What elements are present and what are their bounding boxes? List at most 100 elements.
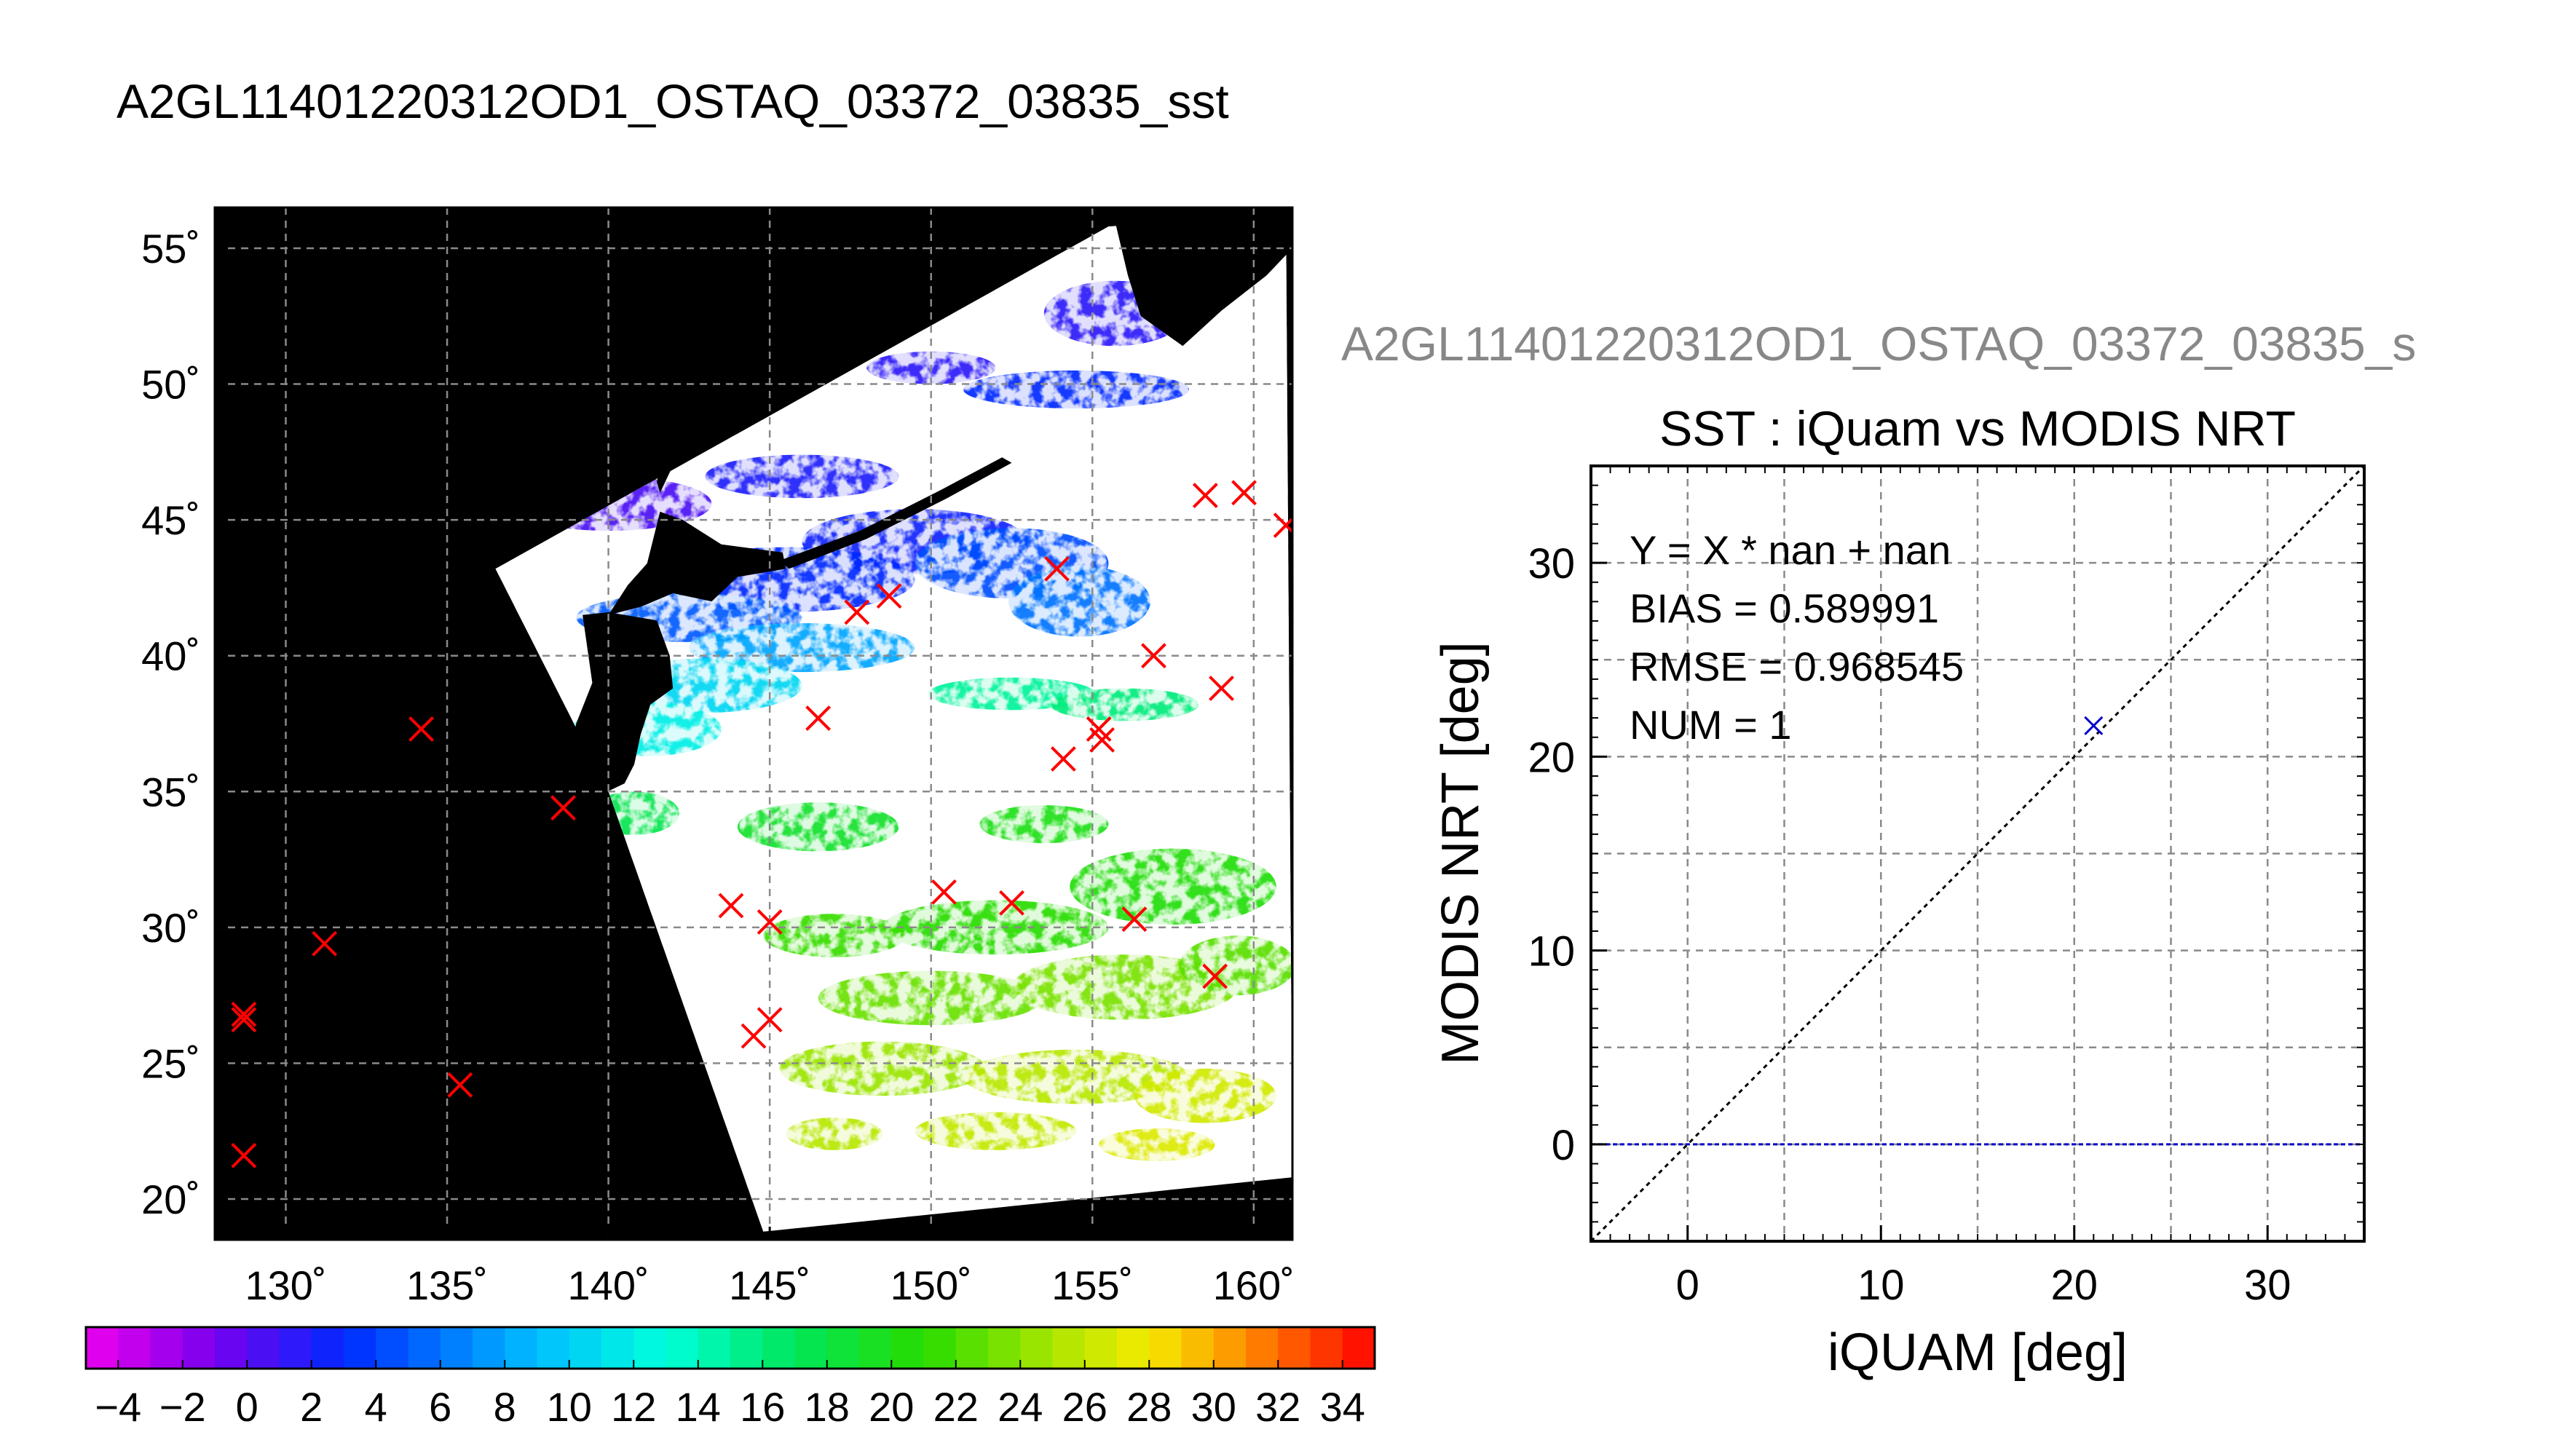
colorbar-cell bbox=[955, 1327, 989, 1369]
buoy-marker bbox=[876, 583, 902, 609]
colorbar-tick-label: 30 bbox=[1191, 1384, 1236, 1430]
stats-num: NUM = 1 bbox=[1630, 702, 1792, 748]
colorbar-tick-label: 6 bbox=[429, 1384, 451, 1430]
map-x-tick-label: 140˚ bbox=[568, 1262, 649, 1308]
scatter-plot: 0 10 20 30 0 10 20 30 Y = X * nan + nan BIAS =… bbox=[1431, 464, 2366, 1382]
buoy-marker bbox=[231, 1007, 257, 1033]
map-y-tick-label: 20˚ bbox=[141, 1176, 200, 1222]
colorbar-cell bbox=[537, 1327, 570, 1369]
colorbar-cell bbox=[1149, 1327, 1182, 1369]
map-y-tick-label: 50˚ bbox=[141, 362, 200, 408]
scatter-y-tick-label: 0 bbox=[1552, 1122, 1575, 1169]
map-x-ticks: 130˚ 135˚ 140˚ 145˚ 150˚ 155˚ 160˚ bbox=[245, 1227, 1295, 1308]
colorbar-cell bbox=[794, 1327, 828, 1369]
colorbar-cell bbox=[150, 1327, 183, 1369]
colorbar-cell bbox=[376, 1327, 409, 1369]
colorbar-cell bbox=[118, 1327, 151, 1369]
colorbar-tick-label: 34 bbox=[1320, 1384, 1365, 1430]
colorbar-cell bbox=[1181, 1327, 1215, 1369]
map-x-tick-label: 155˚ bbox=[1051, 1262, 1133, 1308]
buoy-marker bbox=[1202, 963, 1228, 989]
colorbar-tick-label: 8 bbox=[494, 1384, 516, 1430]
stats-box: Y = X * nan + nan BIAS = 0.589991 RMSE =… bbox=[1630, 527, 1964, 748]
colorbar-cell bbox=[1246, 1327, 1279, 1369]
buoy-marker bbox=[844, 599, 870, 625]
colorbar-cell bbox=[408, 1327, 441, 1369]
colorbar-cell bbox=[1084, 1327, 1118, 1369]
map-y-tick-label: 40˚ bbox=[141, 633, 200, 679]
land-area bbox=[657, 264, 712, 493]
colorbar-cell bbox=[891, 1327, 925, 1369]
scatter-y-tick-label: 10 bbox=[1528, 928, 1575, 976]
colorbar-cell bbox=[988, 1327, 1022, 1369]
colorbar-cell bbox=[826, 1327, 860, 1369]
buoy-marker bbox=[757, 1007, 783, 1033]
colorbar-cell bbox=[247, 1327, 280, 1369]
scatter-x-label: iQUAM [deg] bbox=[1828, 1324, 2128, 1382]
land-area bbox=[608, 511, 786, 615]
buoy-marker bbox=[1050, 746, 1076, 772]
colorbar-cell bbox=[505, 1327, 538, 1369]
land-mask bbox=[215, 207, 1292, 800]
buoy-marker bbox=[931, 879, 957, 905]
colorbar-tick-label: 0 bbox=[236, 1384, 258, 1430]
colorbar-tick-label: 18 bbox=[805, 1384, 850, 1430]
colorbar-tick-label: 14 bbox=[676, 1384, 721, 1430]
land-area bbox=[779, 457, 1012, 569]
colorbar-cell bbox=[311, 1327, 344, 1369]
scatter-x-tick-label: 10 bbox=[1857, 1262, 1905, 1309]
scatter-y-label: MODIS NRT [deg] bbox=[1431, 641, 1490, 1065]
buoy-marker bbox=[408, 716, 435, 742]
colorbar-tick-label: 32 bbox=[1255, 1384, 1300, 1430]
buoy-marker bbox=[1209, 676, 1234, 701]
colorbar-cell bbox=[698, 1327, 731, 1369]
scatter-title: SST : iQuam vs MODIS NRT bbox=[1659, 401, 2296, 456]
map-y-tick-label: 30˚ bbox=[141, 905, 200, 951]
buoy-markers bbox=[231, 480, 1292, 1168]
colorbar-cell bbox=[440, 1327, 473, 1369]
scatter-y-tick-label: 20 bbox=[1528, 734, 1575, 781]
colorbar-tick-label: 4 bbox=[365, 1384, 387, 1430]
colorbar-cells bbox=[86, 1327, 1375, 1369]
colorbar-tick-label: 22 bbox=[933, 1384, 979, 1430]
colorbar-cell bbox=[569, 1327, 602, 1369]
scatter-x-ticks: 0 10 20 30 bbox=[1676, 1225, 2291, 1309]
colorbar-cell bbox=[279, 1327, 312, 1369]
map-y-tick-label: 35˚ bbox=[141, 769, 200, 815]
colorbar: −4 −2 0 2 4 6 8 10 12 14 16 18 20 22 24 26 28 30 32 34 bbox=[84, 1326, 1376, 1430]
scatter-gridlines bbox=[1591, 466, 2364, 1241]
colorbar-cell bbox=[1310, 1327, 1343, 1369]
colorbar-tick-label: 24 bbox=[998, 1384, 1043, 1430]
scatter-y-tick-label: 30 bbox=[1528, 540, 1575, 587]
colorbar-cell bbox=[1052, 1327, 1086, 1369]
colorbar-tick-label: 2 bbox=[300, 1384, 323, 1430]
map-x-tick-label: 135˚ bbox=[406, 1262, 488, 1308]
stats-bias: BIAS = 0.589991 bbox=[1630, 585, 1939, 631]
land-area bbox=[215, 207, 625, 656]
buoy-marker bbox=[999, 890, 1024, 916]
map-y-tick-label: 45˚ bbox=[141, 497, 200, 543]
buoy-marker bbox=[1273, 513, 1292, 539]
colorbar-cell bbox=[633, 1327, 667, 1369]
buoy-marker bbox=[231, 1001, 257, 1027]
colorbar-cell bbox=[344, 1327, 377, 1369]
map-x-tick-label: 145˚ bbox=[729, 1262, 810, 1308]
colorbar-tick-label: −2 bbox=[159, 1384, 206, 1430]
colorbar-tick-label: 12 bbox=[611, 1384, 656, 1430]
map-frame bbox=[213, 206, 1294, 1241]
colorbar-tick-label: 28 bbox=[1126, 1384, 1172, 1430]
colorbar-tick-label: −4 bbox=[95, 1384, 141, 1430]
scatter-x-tick-label: 30 bbox=[2244, 1262, 2291, 1309]
map-y-ticks: 20˚ 25˚ 30˚ 35˚ 40˚ 45˚ 50˚ 55˚ bbox=[141, 226, 228, 1222]
map-y-tick-label: 55˚ bbox=[141, 226, 200, 272]
buoy-marker bbox=[805, 705, 832, 731]
buoy-marker bbox=[1089, 727, 1115, 753]
colorbar-cell bbox=[762, 1327, 796, 1369]
buoy-marker bbox=[1231, 480, 1257, 506]
scatter-point bbox=[2084, 716, 2104, 735]
stats-fit-line: Y = X * nan + nan bbox=[1630, 527, 1951, 573]
colorbar-frame bbox=[84, 1326, 1376, 1370]
buoy-marker bbox=[1192, 483, 1218, 508]
map-x-tick-label: 160˚ bbox=[1213, 1262, 1295, 1308]
